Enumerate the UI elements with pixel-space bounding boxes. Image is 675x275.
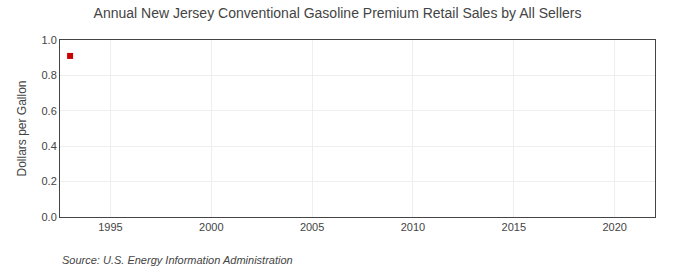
svg-text:1.0: 1.0	[42, 34, 57, 46]
svg-text:0.0: 0.0	[42, 211, 57, 223]
svg-text:Dollars per Gallon: Dollars per Gallon	[15, 80, 29, 176]
svg-text:2005: 2005	[300, 221, 324, 233]
svg-text:0.4: 0.4	[42, 140, 57, 152]
svg-text:2000: 2000	[199, 221, 223, 233]
svg-text:2020: 2020	[602, 221, 626, 233]
svg-text:Annual New Jersey Conventional: Annual New Jersey Conventional Gasoline …	[94, 5, 582, 21]
svg-text:2015: 2015	[502, 221, 526, 233]
svg-text:0.2: 0.2	[42, 175, 57, 187]
svg-text:1995: 1995	[98, 221, 122, 233]
svg-text:0.6: 0.6	[42, 105, 57, 117]
svg-text:0.8: 0.8	[42, 69, 57, 81]
svg-text:2010: 2010	[401, 221, 425, 233]
svg-text:Source: U.S. Energy Informatio: Source: U.S. Energy Information Administ…	[62, 254, 293, 266]
